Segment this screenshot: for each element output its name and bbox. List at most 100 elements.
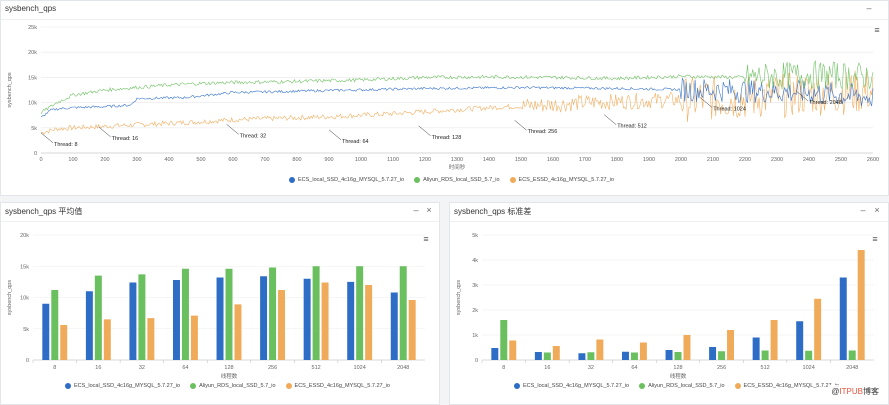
x-tick-label: 500: [196, 157, 205, 163]
minimize-icon[interactable]: –: [413, 205, 419, 215]
watermark: @ITPUB博客: [828, 385, 882, 398]
legend-item-aliyun-rds[interactable]: Aliyun_RDS_local_SSD_5.7_io: [414, 177, 500, 183]
y-axis-title: sysbench_qps: [7, 280, 13, 315]
close-icon[interactable]: ×: [874, 205, 880, 215]
y-tick-label: 25k: [28, 25, 37, 31]
x-tick-label: 16: [544, 365, 550, 371]
legend-item-aliyun-rds[interactable]: Aliyun_RDS_local_SSD_5.7_io: [190, 383, 276, 389]
bar: [260, 276, 268, 360]
minimize-icon[interactable]: –: [860, 205, 866, 215]
close-icon[interactable]: ×: [426, 205, 432, 215]
x-axis-title: 时间秒: [449, 163, 466, 171]
x-tick-label: 2600: [867, 157, 879, 163]
minimize-icon[interactable]: –: [866, 3, 872, 13]
x-tick-label: 128: [673, 365, 682, 371]
bar: [534, 352, 542, 360]
bar: [172, 280, 180, 360]
x-tick-label: 1100: [387, 157, 399, 163]
x-tick-label: 2400: [803, 157, 815, 163]
annotation-leader: [40, 132, 54, 144]
bar: [60, 325, 68, 360]
x-tick-label: 256: [717, 365, 726, 371]
bar: [94, 275, 102, 360]
legend-marker: [289, 177, 295, 183]
legend-label: Aliyun_RDS_local_SSD_5.7_io: [423, 177, 500, 183]
bar: [630, 352, 638, 360]
legend-item-aliyun-rds[interactable]: Aliyun_RDS_local_SSD_5.7_io: [639, 383, 725, 389]
bar: [805, 350, 813, 360]
y-tick-label: 1k: [472, 333, 478, 339]
y-axis-title: sysbench_qps: [7, 72, 13, 107]
line-chart: 0 5k 10k 15k 20k 25k 0 100 200 300 400 500 600 700 800…: [7, 25, 879, 171]
legend-marker: [509, 177, 516, 183]
chart-legend: ECS_local_SSD_4c16g_MYSQL_5.7.27_io Aliy…: [65, 383, 390, 389]
bar: [365, 285, 373, 360]
panel-header: sysbench_qps 标准差 – ×: [450, 203, 888, 222]
legend-marker: [65, 383, 71, 389]
x-tick-label: 64: [182, 365, 188, 371]
x-tick-label: 400: [164, 157, 173, 163]
legend-item-ecs-local-ssd[interactable]: ECS_local_SSD_4c16g_MYSQL_5.7.27_io: [65, 383, 180, 389]
bar: [138, 274, 146, 360]
bar: [639, 342, 647, 360]
bar-chart-mean: 0 5k 10k 15k 20k 8 16 32 64 128 256 512 1024 2048 线程数 s…: [7, 233, 425, 380]
legend-label: ECS_local_SSD_4c16g_MYSQL_5.7.27_io: [523, 383, 630, 389]
bar: [225, 268, 233, 360]
x-tick-label: 64: [631, 365, 637, 371]
y-tick-label: 2k: [472, 308, 478, 314]
legend-marker: [734, 383, 741, 389]
bar: [491, 348, 499, 360]
bar: [129, 282, 137, 360]
y-tick-label: 5k: [31, 126, 37, 132]
x-tick-label: 1024: [803, 365, 815, 371]
legend-label: Aliyun_RDS_local_SSD_5.7_io: [648, 383, 725, 389]
x-tick-label: 1500: [515, 157, 527, 163]
y-tick-label: 10k: [28, 101, 37, 107]
x-tick-label: 2100: [707, 157, 719, 163]
x-tick-label: 300: [132, 157, 141, 163]
panel-qps-stddev: sysbench_qps 标准差 – × ≡ 0 1k 2k 3k 4k 5k 8 16 32 6…: [449, 202, 889, 405]
chart-menu-icon[interactable]: ≡: [872, 234, 878, 244]
bar: [709, 347, 717, 360]
bar: [500, 320, 508, 360]
x-tick-label: 2200: [739, 157, 751, 163]
annotation-leader: [514, 120, 527, 131]
bar: [399, 266, 407, 360]
legend-item-ecs-local-ssd[interactable]: ECS_local_SSD_4c16g_MYSQL_5.7.27_io: [289, 177, 404, 183]
x-tick-label: 1200: [419, 157, 431, 163]
bar: [347, 281, 355, 360]
bar: [848, 350, 856, 360]
chart-menu-icon[interactable]: ≡: [423, 234, 429, 244]
bar: [674, 352, 682, 360]
y-tick-label: 15k: [28, 75, 37, 81]
annotation-leader: [98, 126, 111, 137]
legend-item-ecs-essd[interactable]: ECS_ESSD_4c16g_MYSQL_5.7.27_io: [509, 177, 614, 183]
annotation-label: Thread: 64: [342, 139, 369, 145]
x-tick-label: 2048: [397, 365, 409, 371]
annotation-label: Thread: 1024: [713, 107, 746, 113]
x-tick-label: 700: [260, 157, 269, 163]
y-tick-label: 20k: [20, 233, 29, 239]
annotation-label: Thread: 2048: [809, 100, 842, 106]
x-axis-title: 线程数: [670, 372, 687, 380]
bar: [103, 319, 111, 360]
chart-legend: ECS_local_SSD_4c16g_MYSQL_5.7.27_io Aliy…: [514, 383, 839, 389]
chart-menu-icon[interactable]: ≡: [874, 25, 880, 35]
x-tick-label: 800: [292, 157, 301, 163]
bar: [770, 320, 778, 360]
legend-item-ecs-essd[interactable]: ECS_ESSD_4c16g_MYSQL_5.7.27_io: [734, 383, 839, 389]
series-line: [40, 78, 874, 118]
legend-item-ecs-essd[interactable]: ECS_ESSD_4c16g_MYSQL_5.7.27_io: [285, 383, 390, 389]
annotation-label: Thread: 256: [528, 129, 558, 135]
bar: [356, 266, 364, 360]
annotation-label: Thread: 16: [112, 136, 139, 142]
x-tick-label: 128: [224, 365, 233, 371]
y-axis-title: sysbench_qps: [456, 280, 462, 315]
legend-item-ecs-local-ssd[interactable]: ECS_local_SSD_4c16g_MYSQL_5.7.27_io: [514, 383, 629, 389]
x-tick-label: 8: [502, 365, 505, 371]
legend-marker: [190, 383, 197, 389]
y-tick-label: 5k: [472, 233, 478, 239]
x-tick-label: 0: [39, 157, 42, 163]
x-tick-label: 600: [228, 157, 237, 163]
watermark-prefix: @: [831, 387, 840, 396]
